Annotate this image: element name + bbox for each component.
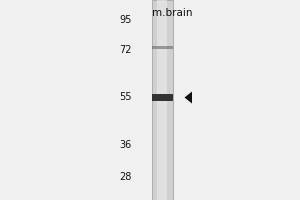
Bar [157,0,167,200]
Polygon shape [184,92,192,104]
Text: m.brain: m.brain [152,7,193,18]
Bar [152,46,172,49]
Text: 36: 36 [120,140,132,150]
Bar [152,94,172,101]
Text: 55: 55 [119,92,132,102]
Text: 28: 28 [120,172,132,183]
Bar [152,0,172,200]
Text: 72: 72 [119,45,132,55]
Text: 95: 95 [120,15,132,25]
